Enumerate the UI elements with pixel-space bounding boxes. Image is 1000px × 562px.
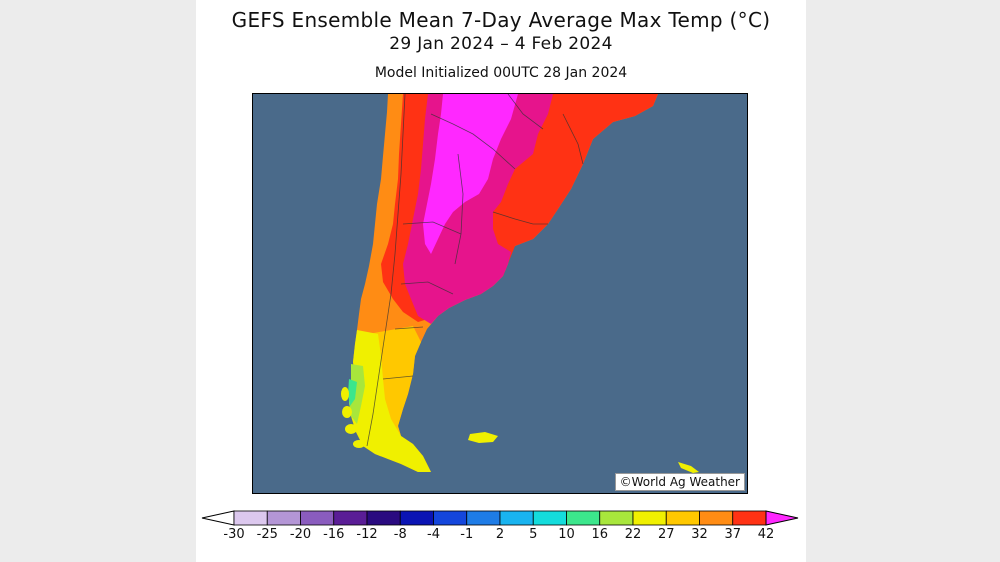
legend-bin: [632, 510, 667, 526]
legend-colorbar: [201, 510, 799, 526]
legend-bin: [665, 510, 700, 526]
zone-above-42: [423, 94, 518, 254]
legend-tick-label: 2: [495, 527, 505, 542]
legend-tick-label: 5: [529, 527, 538, 542]
legend-bin: [699, 510, 734, 526]
zone-16-22: [349, 364, 365, 424]
legend-bin: [333, 510, 368, 526]
color-legend: -30 -25 -20 -16 -12 -8 -4 -1 2 5 10 16 22 27 32 37 42: [200, 508, 800, 552]
legend-tick-label: 37: [724, 527, 742, 542]
temperature-map: ©World Ag Weather: [252, 93, 748, 494]
legend-tick-label: -30: [223, 527, 245, 542]
legend-tick-label: -12: [356, 527, 378, 542]
map-title: GEFS Ensemble Mean 7-Day Average Max Tem…: [231, 8, 771, 32]
legend-tick-label: -4: [427, 527, 440, 542]
legend-tick-label: -25: [256, 527, 278, 542]
falkland-islands: [468, 432, 498, 443]
legend-bin: [499, 510, 534, 526]
map-svg: [253, 94, 747, 493]
legend-bin: [300, 510, 335, 526]
legend-tick-label: 10: [558, 527, 575, 542]
legend-bin: [366, 510, 401, 526]
legend-bin: [399, 510, 434, 526]
south-georgia: [678, 462, 699, 473]
chile-islands: [341, 387, 365, 448]
legend-tick-label: -8: [393, 527, 407, 542]
legend-bin: [433, 510, 468, 526]
zone-10-16: [348, 379, 357, 406]
legend-tick-label: 27: [657, 527, 675, 542]
legend-tick-label: 42: [757, 527, 775, 542]
model-initialized-label: Model Initialized 00UTC 28 Jan 2024: [374, 65, 628, 81]
map-credit: ©World Ag Weather: [614, 473, 745, 491]
legend-bin: [566, 510, 601, 526]
legend-high-arrow: [765, 510, 799, 526]
legend-tick-label: 32: [691, 527, 708, 542]
legend-bin: [466, 510, 501, 526]
legend-low-arrow: [201, 510, 235, 526]
political-borders: [366, 94, 584, 447]
legend-tick-label: 16: [591, 527, 609, 542]
legend-bin: [732, 510, 767, 526]
legend-tick-label: -20: [289, 527, 312, 542]
legend-bin: [233, 510, 268, 526]
date-range: 29 Jan 2024 – 4 Feb 2024: [389, 34, 613, 54]
zone-22-27: [349, 330, 431, 472]
legend-bin: [266, 510, 301, 526]
legend-bin: [532, 510, 567, 526]
legend-tick-label: -16: [323, 527, 345, 542]
legend-tick-label: -1: [460, 527, 474, 542]
legend-tick-label: 22: [624, 527, 642, 542]
legend-bin: [599, 510, 634, 526]
